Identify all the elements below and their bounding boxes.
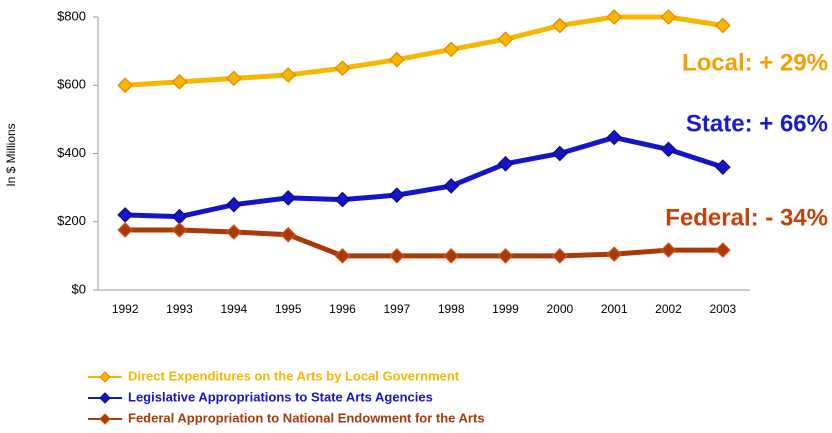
- legend-label: Federal Appropriation to National Endowm…: [128, 410, 485, 425]
- data-point: [551, 17, 568, 34]
- data-point: [443, 178, 460, 194]
- data-point: [660, 9, 677, 25]
- series-line: [125, 134, 724, 220]
- data-point: [660, 242, 677, 258]
- data-point: [334, 60, 351, 77]
- data-point: [606, 246, 623, 263]
- x-tick-label: 1996: [329, 302, 356, 316]
- y-tick-label: $400: [57, 145, 86, 160]
- data-point: [171, 73, 188, 90]
- data-point: [117, 77, 134, 94]
- data-point: [443, 248, 460, 264]
- data-point: [117, 222, 134, 238]
- data-point: [443, 41, 460, 58]
- data-point: [497, 155, 514, 172]
- data-point: [171, 222, 188, 238]
- x-tick-label: 1995: [275, 302, 302, 316]
- x-tick-label: 2001: [601, 302, 628, 316]
- y-tick-label: $0: [72, 281, 86, 296]
- x-tick-label: 2003: [709, 302, 736, 316]
- data-point: [660, 141, 677, 158]
- y-axis-label: In $ Millions: [4, 123, 18, 186]
- data-point: [606, 129, 623, 146]
- data-point: [388, 248, 405, 264]
- data-point: [280, 67, 297, 83]
- y-tick-label: $800: [57, 8, 86, 23]
- annotation: State: + 66%: [686, 110, 828, 137]
- data-point: [714, 17, 731, 34]
- legend-marker: [99, 413, 111, 425]
- data-point: [497, 248, 514, 264]
- data-point: [388, 187, 405, 203]
- data-point: [225, 224, 242, 240]
- series-line: [125, 227, 723, 259]
- legend-label: Legislative Appropriations to State Arts…: [128, 389, 433, 404]
- legend-marker: [99, 392, 111, 404]
- data-point: [714, 242, 731, 258]
- data-point: [714, 159, 731, 175]
- legend-label: Direct Expenditures on the Arts by Local…: [128, 368, 460, 383]
- data-point: [225, 196, 242, 213]
- data-point: [280, 190, 297, 206]
- x-tick-label: 1992: [112, 302, 139, 316]
- data-point: [117, 207, 134, 223]
- data-point: [497, 31, 514, 48]
- data-point: [280, 226, 297, 243]
- data-point: [225, 70, 242, 87]
- x-tick-label: 1999: [492, 302, 519, 316]
- x-tick-label: 1994: [220, 302, 247, 316]
- data-point: [334, 248, 351, 264]
- series-line: [125, 14, 724, 88]
- data-point: [388, 51, 405, 68]
- data-point: [551, 145, 568, 162]
- x-tick-label: 1997: [383, 302, 410, 316]
- data-point: [551, 248, 568, 264]
- data-point: [334, 191, 351, 208]
- x-tick-label: 1998: [438, 302, 465, 316]
- data-point: [606, 9, 623, 25]
- y-tick-label: $600: [57, 77, 86, 92]
- x-tick-label: 2002: [655, 302, 682, 316]
- x-tick-label: 1993: [166, 302, 193, 316]
- legend-marker: [99, 371, 111, 383]
- annotation: Federal: - 34%: [665, 204, 828, 231]
- data-point: [171, 208, 188, 225]
- annotation: Local: + 29%: [682, 49, 828, 76]
- y-tick-label: $200: [57, 213, 86, 228]
- x-tick-label: 2000: [546, 302, 573, 316]
